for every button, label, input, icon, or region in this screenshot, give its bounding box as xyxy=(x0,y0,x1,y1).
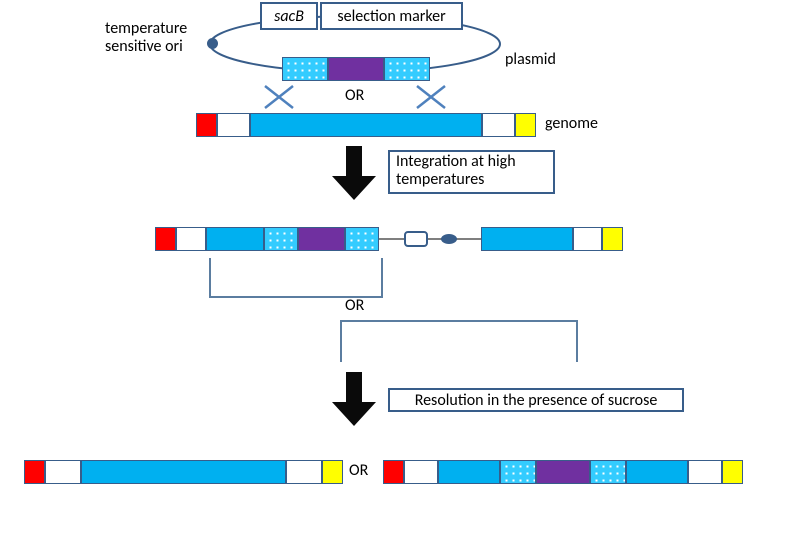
arrow-resolution xyxy=(330,372,378,428)
outcome-left-bar xyxy=(24,460,343,484)
ts-ori-label-line1: temperature xyxy=(105,19,187,38)
integration-step-label-2: temperatures xyxy=(396,171,547,189)
bracket-right xyxy=(340,320,578,362)
selection-marker-box: selection marker xyxy=(320,2,463,30)
selection-marker-label: selection marker xyxy=(337,7,445,26)
insert-cassette xyxy=(282,57,430,81)
or-crossover: OR xyxy=(345,86,364,105)
bracket-left xyxy=(209,258,383,298)
resolution-step-box: Resolution in the presence of sucrose xyxy=(388,388,684,412)
crossover-x-right xyxy=(414,83,448,111)
or-outcomes: OR xyxy=(349,461,368,480)
genome-bar xyxy=(196,113,536,137)
crossover-x-left xyxy=(262,83,296,111)
integration-step-box: Integration at high temperatures xyxy=(388,150,555,194)
or-brackets: OR xyxy=(345,296,364,315)
outcome-right-bar xyxy=(383,460,743,484)
ts-ori-label-line2: sensitive ori xyxy=(105,37,183,56)
sacb-gene-box: sacB xyxy=(260,2,318,30)
integrated-bar xyxy=(155,227,623,251)
ori-dot xyxy=(207,38,218,49)
resolution-step-label: Resolution in the presence of sucrose xyxy=(415,391,658,410)
genome-label: genome xyxy=(545,114,598,133)
sacb-label: sacB xyxy=(274,7,304,26)
arrow-integration xyxy=(330,146,378,202)
integrated-plasmid-backbone-icons xyxy=(379,227,481,251)
integration-step-label-1: Integration at high xyxy=(396,153,547,171)
plasmid-label: plasmid xyxy=(505,50,556,69)
